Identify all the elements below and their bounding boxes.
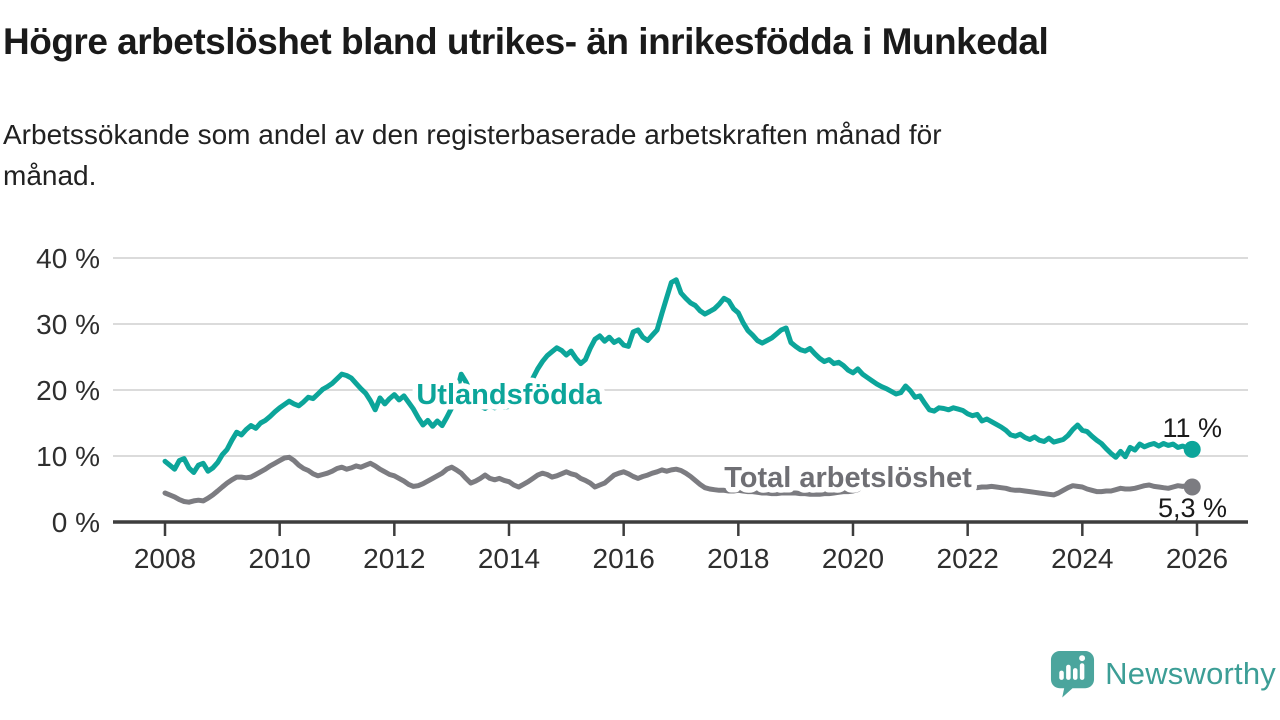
speech-bubble-shape [1051, 650, 1095, 698]
chart-subtitle-line-2: månad. [3, 160, 97, 191]
x-axis-label-2020: 2020 [822, 543, 884, 574]
y-axis-label-30: 30 % [36, 309, 100, 340]
x-axis-label-2014: 2014 [478, 543, 540, 574]
series-label-total: Total arbetslöshet [724, 462, 972, 494]
chart-title: Högre arbetslöshet bland utrikes- än inr… [3, 21, 1049, 62]
chart-subtitle-line-1: Arbetssökande som andel av den registerb… [3, 119, 942, 150]
series-end-dot-utlandsfodda [1183, 440, 1201, 458]
logo-exclamation-bar [1080, 663, 1085, 680]
newsworthy-bubble-chart-icon [1051, 650, 1095, 698]
series-line-total [162, 454, 1195, 505]
y-axis-label-40: 40 % [36, 243, 100, 274]
x-axis-label-2010: 2010 [249, 543, 311, 574]
newsworthy-logo: Newsworthy [1049, 646, 1276, 702]
series-end-dot-total [1183, 478, 1201, 496]
x-axis-label-2012: 2012 [363, 543, 425, 574]
logo-bar-2 [1066, 664, 1071, 680]
end-value-annotation-utlandsfodda: 11 % [1162, 413, 1222, 443]
x-axis-label-2024: 2024 [1051, 543, 1113, 574]
x-axis-label-2026: 2026 [1166, 543, 1228, 574]
logo-bar-1 [1059, 670, 1064, 680]
newsworthy-wordmark: Newsworthy [1105, 656, 1276, 691]
logo-exclamation-dot [1079, 655, 1086, 662]
y-axis-label-0: 0 % [52, 507, 100, 538]
logo-bar-3 [1073, 668, 1078, 680]
y-axis-label-10: 10 % [36, 441, 100, 472]
x-axis-label-2016: 2016 [593, 543, 655, 574]
x-axis-label-2018: 2018 [707, 543, 769, 574]
x-axis-label-2008: 2008 [134, 543, 196, 574]
chart-subtitle: Arbetssökande som andel av den registerb… [3, 114, 942, 196]
end-value-annotation-total: 5,3 % [1158, 493, 1227, 523]
series-line-utlandsfodda [162, 277, 1195, 475]
y-axis-label-20: 20 % [36, 375, 100, 406]
series-label-utlandsfodda: Utlandsfödda [416, 379, 602, 411]
x-axis-label-2022: 2022 [937, 543, 999, 574]
